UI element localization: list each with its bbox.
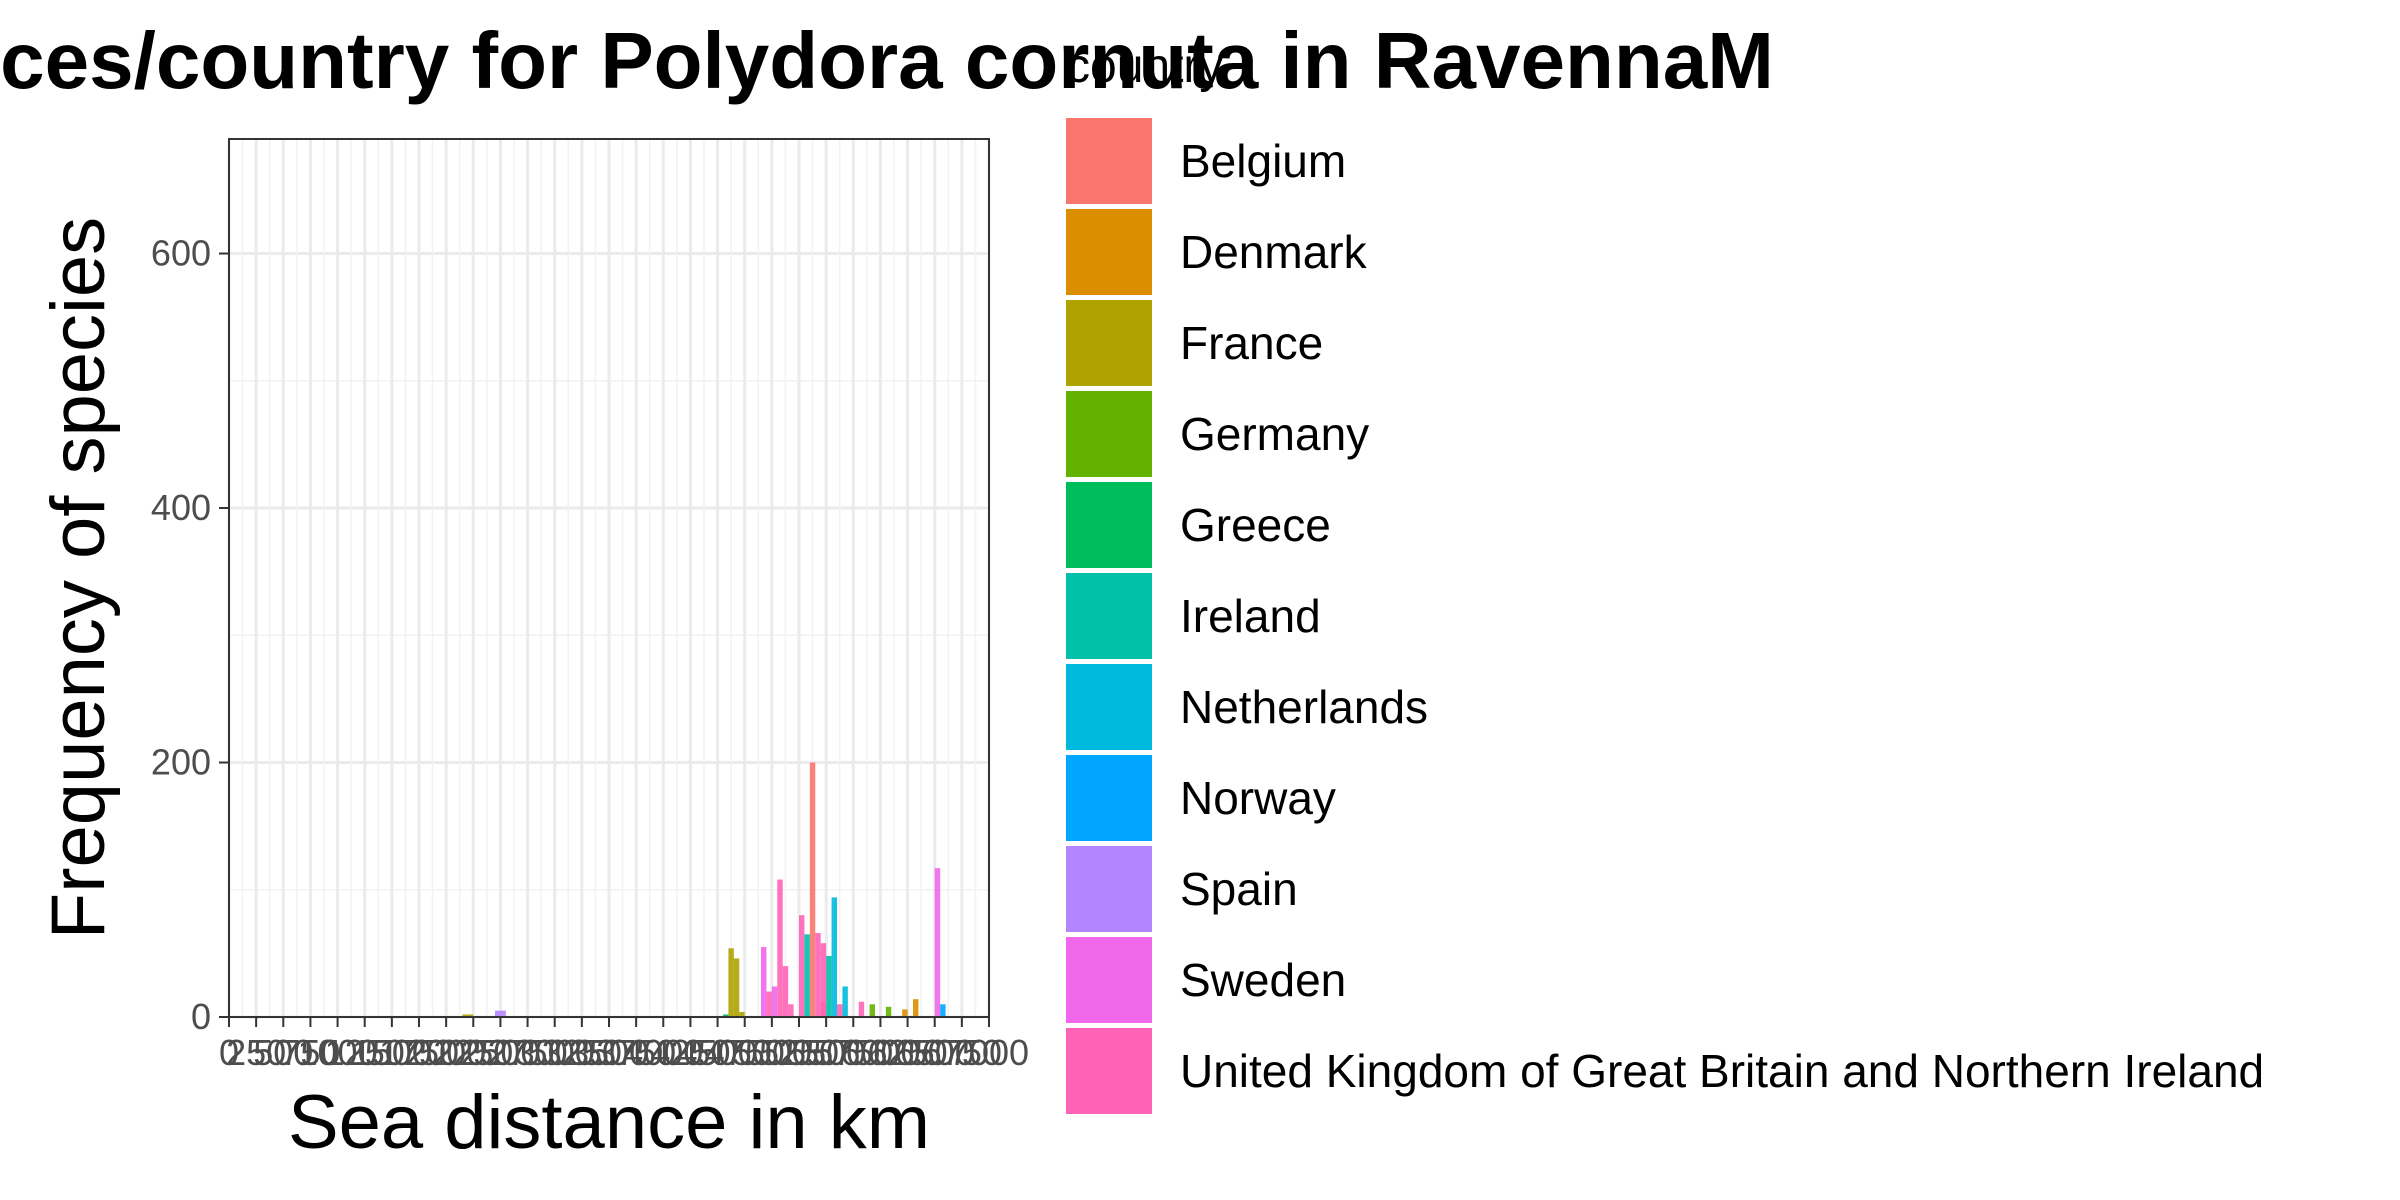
bar-united-kingdom-of-great-britain-and-northern-ireland <box>820 943 827 1017</box>
bar-sweden <box>934 868 941 1017</box>
x-tick-label: 2500 <box>460 1032 540 1073</box>
x-tick-label: 6750 <box>922 1032 1002 1073</box>
x-tick-label: 500 <box>253 1032 313 1073</box>
x-tick-label: 6000 <box>840 1032 920 1073</box>
legend-key-united-kingdom-of-great-britain-and-northern-ireland <box>1066 1028 1152 1114</box>
bar-belgium <box>809 762 816 1017</box>
x-tick-label: 0 <box>219 1032 239 1073</box>
legend-key-ireland <box>1066 573 1152 659</box>
bar-france <box>733 958 740 1017</box>
x-tick-label: 1750 <box>379 1032 459 1073</box>
bar-norway <box>940 1004 946 1017</box>
x-tick-label: 6500 <box>895 1032 975 1073</box>
y-axis-title: Frequency of species <box>36 217 121 939</box>
legend-key-france <box>1066 300 1152 386</box>
x-tick-label: 3500 <box>569 1032 649 1073</box>
x-tick-label: 1250 <box>325 1032 405 1073</box>
bar-sweden <box>771 986 778 1017</box>
bar-united-kingdom-of-great-britain-and-northern-ireland <box>782 966 789 1017</box>
x-tick-label: 2000 <box>406 1032 486 1073</box>
bar-united-kingdom-of-great-britain-and-northern-ireland <box>766 991 772 1017</box>
x-axis-ticks: 0250500750100012501500175020002250250027… <box>219 1017 1029 1073</box>
legend: country Belgium Denmark France Germany Greec… <box>1066 40 2264 1114</box>
x-tick-label: 1000 <box>298 1032 378 1073</box>
bar-denmark <box>913 999 919 1017</box>
legend-key-germany <box>1066 391 1152 477</box>
x-tick-label: 4750 <box>705 1032 785 1073</box>
bar-france <box>467 1014 474 1017</box>
legend-label: France <box>1180 317 1323 369</box>
x-tick-label: 3250 <box>542 1032 622 1073</box>
histogram-bars <box>462 762 946 1017</box>
x-tick-label: 5500 <box>786 1032 866 1073</box>
legend-label: Spain <box>1180 863 1298 915</box>
legend-key-netherlands <box>1066 664 1152 750</box>
x-tick-label: 5750 <box>813 1032 893 1073</box>
x-tick-label: 5250 <box>759 1032 839 1073</box>
chart-title: Sea distances/country for Polydora cornu… <box>0 16 1774 105</box>
bar-united-kingdom-of-great-britain-and-northern-ireland <box>777 879 783 1017</box>
bar-united-kingdom-of-great-britain-and-northern-ireland <box>837 1004 843 1017</box>
legend-label: Germany <box>1180 408 1369 460</box>
bar-united-kingdom-of-great-britain-and-northern-ireland <box>815 933 821 1017</box>
x-tick-label: 3750 <box>596 1032 676 1073</box>
legend-key-belgium <box>1066 118 1152 204</box>
legend-title: country <box>1066 40 1223 93</box>
x-tick-label: 3000 <box>515 1032 595 1073</box>
legend-label: Greece <box>1180 499 1331 551</box>
legend-key-sweden <box>1066 937 1152 1023</box>
x-tick-label: 750 <box>280 1032 340 1073</box>
x-tick-label: 250 <box>226 1032 286 1073</box>
y-axis-ticks: 0 200 400 600 <box>151 233 229 1037</box>
legend-label: Denmark <box>1180 226 1368 278</box>
legend-key-norway <box>1066 755 1152 841</box>
bar-netherlands <box>842 986 848 1017</box>
x-tick-label: 5000 <box>732 1032 812 1073</box>
bar-united-kingdom-of-great-britain-and-northern-ireland <box>858 1001 865 1017</box>
bar-france <box>728 948 734 1017</box>
bar-denmark <box>902 1009 908 1017</box>
x-tick-label: 6250 <box>868 1032 948 1073</box>
bar-ireland <box>826 955 832 1017</box>
bar-germany <box>885 1006 892 1017</box>
x-axis-title: Sea distance in km <box>288 1080 930 1165</box>
x-tick-label: 2250 <box>433 1032 513 1073</box>
y-tick-label: 600 <box>151 233 211 274</box>
x-tick-label: 7000 <box>949 1032 1029 1073</box>
legend-label: Belgium <box>1180 135 1346 187</box>
grid-lines <box>227 139 991 1019</box>
bar-netherlands <box>831 897 837 1017</box>
legend-label: Sweden <box>1180 954 1346 1006</box>
legend-label: Netherlands <box>1180 681 1428 733</box>
bar-spain <box>495 1010 501 1017</box>
x-tick-label: 2750 <box>488 1032 568 1073</box>
legend-key-greece <box>1066 482 1152 568</box>
legend-key-spain <box>1066 846 1152 932</box>
bar-united-kingdom-of-great-britain-and-northern-ireland <box>788 1004 794 1017</box>
x-tick-label: 4000 <box>623 1032 703 1073</box>
x-tick-label: 4500 <box>678 1032 758 1073</box>
legend-key-denmark <box>1066 209 1152 295</box>
bar-germany <box>869 1004 875 1017</box>
y-tick-label: 0 <box>191 996 211 1037</box>
y-tick-label: 200 <box>151 742 211 783</box>
bar-united-kingdom-of-great-britain-and-northern-ireland <box>799 915 805 1017</box>
bar-france <box>739 1011 745 1017</box>
bar-france <box>462 1014 468 1017</box>
x-tick-label: 4250 <box>650 1032 730 1073</box>
bar-sweden <box>761 947 767 1017</box>
bar-greece <box>723 1014 729 1017</box>
x-tick-label: 1500 <box>352 1032 432 1073</box>
legend-label: United Kingdom of Great Britain and Nort… <box>1180 1045 2264 1097</box>
y-tick-label: 400 <box>151 487 211 528</box>
bar-spain <box>500 1010 506 1017</box>
legend-label: Norway <box>1180 772 1336 824</box>
legend-label: Ireland <box>1180 590 1321 642</box>
bar-ireland <box>804 934 810 1017</box>
